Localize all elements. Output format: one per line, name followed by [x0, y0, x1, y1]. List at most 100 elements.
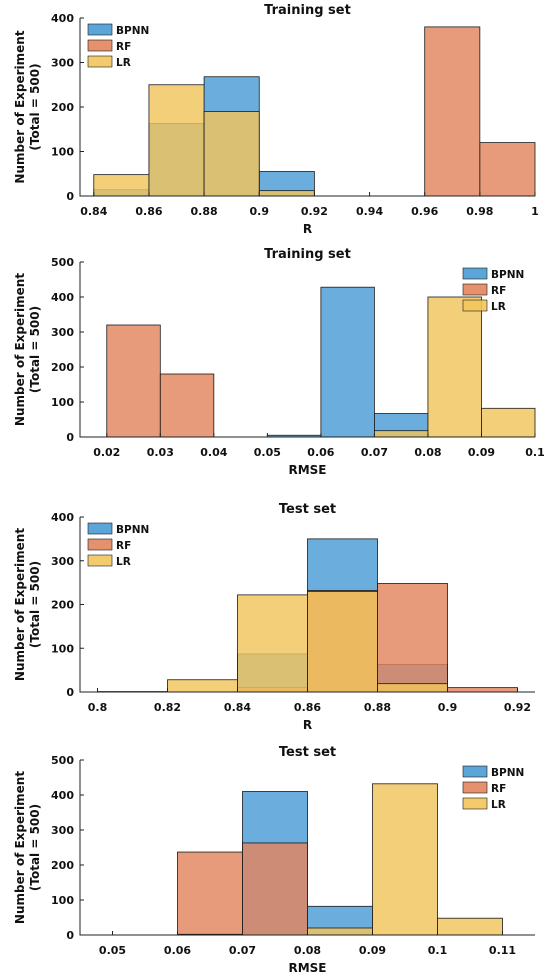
- bar-lr-1: [307, 927, 373, 936]
- x-tick-label: 0.05: [254, 446, 281, 459]
- y-tick-label: 0: [66, 686, 74, 699]
- x-axis-label: RMSE: [288, 961, 326, 975]
- bar-lr-1: [167, 679, 238, 693]
- bar-lr-2: [372, 783, 438, 936]
- y-axis-label: Number of Experiment (Total = 500): [13, 273, 42, 426]
- chart-title: Test set: [279, 745, 336, 760]
- y-tick-label: 0: [66, 190, 74, 203]
- bar-rf-1: [159, 373, 215, 438]
- legend-label-lr: LR: [491, 301, 506, 313]
- bar-lr-2: [237, 594, 308, 693]
- bar-lr-1: [148, 84, 205, 197]
- legend-swatch-rf: [87, 538, 113, 551]
- y-tick-label: 400: [51, 291, 74, 304]
- legend-swatch-rf: [462, 283, 488, 296]
- x-tick-label: 1: [531, 205, 539, 218]
- bar-rf-1: [479, 142, 536, 197]
- y-tick-label: 100: [51, 396, 74, 409]
- x-tick-label: 0.98: [466, 205, 493, 218]
- y-tick-label: 400: [51, 789, 74, 802]
- y-axis-label-line-1: Number of Experiment: [13, 771, 27, 924]
- bar-lr-0: [93, 174, 150, 197]
- legend-swatch-bpnn: [87, 522, 113, 535]
- legend-label-bpnn: BPNN: [116, 25, 149, 37]
- y-axis-label-line-1: Number of Experiment: [13, 273, 27, 426]
- x-tick-label: 0.96: [411, 205, 438, 218]
- y-tick-label: 200: [51, 859, 74, 872]
- y-tick-label: 100: [51, 894, 74, 907]
- legend: BPNN RF LR: [87, 23, 149, 69]
- x-tick-label: 0.82: [154, 701, 181, 714]
- legend-label-bpnn: BPNN: [491, 767, 524, 779]
- y-tick-label: 100: [51, 642, 74, 655]
- bar-rf-2: [377, 583, 448, 693]
- legend-swatch-bpnn: [87, 23, 113, 36]
- y-axis-label: Number of Experiment (Total = 500): [13, 30, 42, 183]
- y-axis-label: Number of Experiment (Total = 500): [13, 771, 42, 924]
- legend-label-bpnn: BPNN: [491, 269, 524, 281]
- x-tick-label: 0.06: [164, 944, 191, 957]
- x-tick-label: 0.08: [414, 446, 441, 459]
- legend-swatch-lr: [87, 55, 113, 68]
- y-tick-label: 300: [51, 824, 74, 837]
- x-tick-label: 0.8: [88, 701, 108, 714]
- x-tick-label: 0.07: [229, 944, 256, 957]
- legend: BPNN RF LR: [462, 267, 524, 313]
- legend-label-rf: RF: [491, 285, 506, 297]
- y-axis-label-line-2: (Total = 500): [28, 561, 42, 648]
- y-tick-label: 400: [51, 12, 74, 25]
- x-axis-label: R: [303, 222, 312, 236]
- x-tick-label: 0.9: [438, 701, 458, 714]
- x-tick-label: 0.1: [428, 944, 448, 957]
- x-tick-label: 0.11: [489, 944, 516, 957]
- legend-swatch-lr: [87, 554, 113, 567]
- x-axis-label: R: [303, 718, 312, 732]
- x-axis-label: RMSE: [288, 463, 326, 477]
- y-tick-label: 300: [51, 57, 74, 70]
- legend-swatch-rf: [462, 781, 488, 794]
- x-tick-label: 0.84: [224, 701, 251, 714]
- bar-rf-1: [242, 842, 308, 936]
- legend-label-lr: LR: [116, 556, 131, 568]
- x-tick-label: 0.09: [468, 446, 495, 459]
- y-tick-label: 200: [51, 101, 74, 114]
- x-tick-label: 0.84: [80, 205, 107, 218]
- x-tick-label: 0.88: [191, 205, 218, 218]
- chart-panel-3: 0 100 200 300 400 0.8 0.82 0.84 0.86 0.88 0.9 0.92 T…: [13, 502, 535, 732]
- y-axis-label-line-2: (Total = 500): [28, 804, 42, 891]
- x-tick-label: 0.94: [356, 205, 383, 218]
- x-tick-label: 0.9: [249, 205, 269, 218]
- legend-label-rf: RF: [491, 783, 506, 795]
- x-tick-label: 0.86: [294, 701, 321, 714]
- x-tick-label: 0.88: [364, 701, 391, 714]
- legend: BPNN RF LR: [462, 765, 524, 811]
- legend-label-lr: LR: [116, 57, 131, 69]
- x-tick-label: 0.05: [99, 944, 126, 957]
- legend-swatch-bpnn: [462, 267, 488, 280]
- x-tick-label: 0.09: [359, 944, 386, 957]
- bar-lr-3: [258, 190, 315, 197]
- y-tick-label: 200: [51, 361, 74, 374]
- y-axis-label: Number of Experiment (Total = 500): [13, 528, 42, 681]
- chart-title: Training set: [264, 247, 351, 262]
- y-tick-label: 0: [66, 431, 74, 444]
- legend-label-rf: RF: [116, 540, 131, 552]
- chart-title: Training set: [264, 3, 351, 18]
- y-axis-label-line-2: (Total = 500): [28, 306, 42, 393]
- legend-swatch-lr: [462, 299, 488, 312]
- y-tick-label: 100: [51, 146, 74, 159]
- bar-rf-0: [177, 851, 243, 936]
- x-tick-label: 0.04: [200, 446, 227, 459]
- y-tick-label: 200: [51, 599, 74, 612]
- legend-swatch-rf: [87, 39, 113, 52]
- legend-label-rf: RF: [116, 41, 131, 53]
- bar-lr-3: [437, 917, 503, 936]
- legend-swatch-lr: [462, 797, 488, 810]
- x-tick-label: 0.03: [147, 446, 174, 459]
- y-tick-label: 500: [51, 256, 74, 269]
- bar-rf-0: [106, 324, 161, 438]
- y-tick-label: 300: [51, 326, 74, 339]
- bar-lr-4: [377, 683, 448, 693]
- x-tick-label: 0.1: [525, 446, 545, 459]
- y-tick-label: 400: [51, 511, 74, 524]
